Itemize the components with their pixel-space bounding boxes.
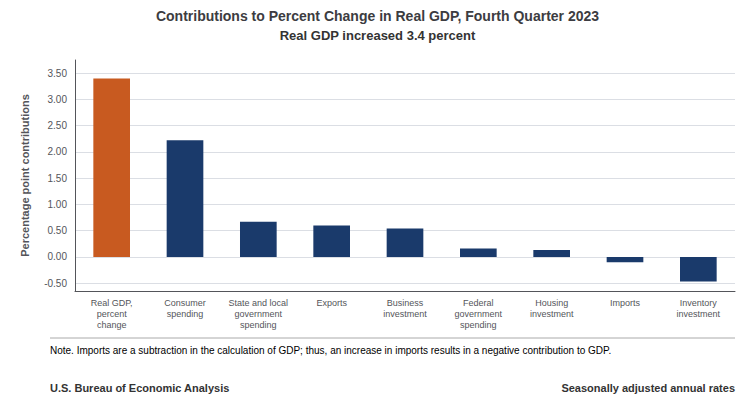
svg-text:-0.50: -0.50 (44, 278, 67, 289)
svg-text:Housing: Housing (535, 298, 568, 308)
svg-text:1.00: 1.00 (48, 199, 68, 210)
svg-text:1.50: 1.50 (48, 173, 68, 184)
svg-text:Note. Imports are a subtractio: Note. Imports are a subtraction in the c… (50, 345, 611, 356)
svg-text:investment: investment (530, 309, 574, 319)
svg-text:investment: investment (383, 309, 427, 319)
svg-text:2.00: 2.00 (48, 146, 68, 157)
svg-text:0.50: 0.50 (48, 225, 68, 236)
svg-text:Federal: Federal (463, 298, 494, 308)
svg-text:Exports: Exports (316, 298, 347, 308)
svg-text:government: government (455, 309, 503, 319)
svg-text:3.00: 3.00 (48, 94, 68, 105)
svg-text:spending: spending (167, 309, 204, 319)
svg-text:Real GDP,: Real GDP, (91, 298, 133, 308)
svg-text:government: government (235, 309, 283, 319)
svg-text:Contributions to Percent Chang: Contributions to Percent Change in Real … (156, 8, 599, 24)
svg-text:Imports: Imports (610, 298, 641, 308)
svg-text:Consumer: Consumer (164, 298, 206, 308)
svg-text:Inventory: Inventory (680, 298, 718, 308)
svg-text:Seasonally adjusted annual rat: Seasonally adjusted annual rates (561, 382, 735, 394)
svg-text:spending: spending (460, 320, 497, 330)
svg-text:Real GDP increased 3.4 percent: Real GDP increased 3.4 percent (280, 28, 476, 43)
svg-text:Percentage point contributions: Percentage point contributions (19, 94, 31, 257)
svg-text:0.00: 0.00 (48, 251, 68, 262)
svg-text:U.S. Bureau of Economic Analys: U.S. Bureau of Economic Analysis (50, 382, 229, 394)
svg-text:spending: spending (240, 320, 277, 330)
svg-text:Business: Business (387, 298, 424, 308)
svg-text:change: change (97, 320, 127, 330)
svg-text:percent: percent (97, 309, 128, 319)
svg-text:2.50: 2.50 (48, 120, 68, 131)
svg-text:State and local: State and local (229, 298, 289, 308)
svg-text:3.50: 3.50 (48, 68, 68, 79)
svg-text:investment: investment (677, 309, 721, 319)
